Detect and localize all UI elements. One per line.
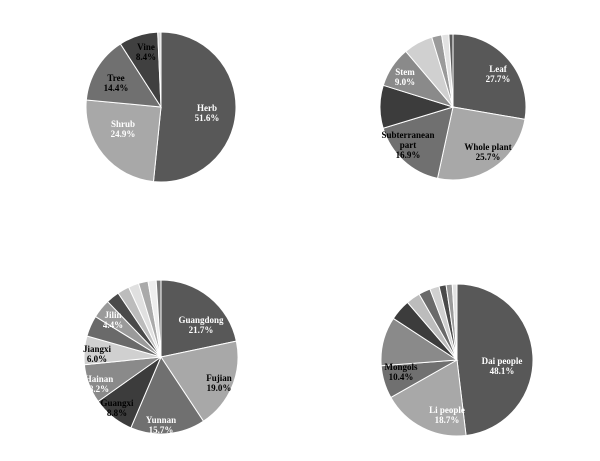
slice-label-jilin: Jilin 4.4% <box>103 310 123 330</box>
pie-slice-subterranean-part <box>382 106 454 179</box>
slice-category: Yunnan <box>146 415 176 425</box>
slice-category: Vine <box>137 42 155 52</box>
pie-slice-leaf <box>452 33 527 120</box>
slice-category: part <box>400 140 417 150</box>
pie-slice-whole-plant <box>436 106 526 181</box>
pie-slice-unlabeled <box>155 279 162 358</box>
slice-label-li-people: Li people 18.7% <box>429 405 465 425</box>
pie-slice-yunnan <box>130 355 205 435</box>
slice-percentage: 8.4% <box>136 52 156 62</box>
slice-category: Fujian <box>206 373 232 383</box>
slice-label-tree: Tree 14.4% <box>104 73 129 93</box>
slice-percentage: 9.0% <box>395 77 415 87</box>
slice-percentage: 4.4% <box>103 320 123 330</box>
pie-chart-1: Herb 51.6% Shrub 24.9% Tree 14.4% Vine 8.4% <box>85 31 237 183</box>
slice-label-mongols: Mongols 10.4% <box>384 362 418 382</box>
slice-label-shrub: Shrub 24.9% <box>111 119 136 139</box>
pie-slice-li-people <box>390 359 467 437</box>
pie-slice-tree <box>85 43 162 108</box>
slice-category: Li people <box>429 405 465 415</box>
pie-chart-2: Leaf 27.7% Whole plant 25.7% Subterranean par… <box>379 33 527 181</box>
pie-slice-unlabeled <box>448 33 454 108</box>
pie-slice-guangdong <box>160 279 237 358</box>
pie-slice-herb <box>152 31 237 183</box>
slice-label-whole-plant: Whole plant 25.7% <box>464 142 511 162</box>
slice-percentage: 8.2% <box>89 384 109 394</box>
slice-label-fujian: Fujian 19.0% <box>206 373 232 393</box>
slice-percentage: 14.4% <box>104 83 129 93</box>
slice-label-leaf: Leaf 27.7% <box>486 64 511 84</box>
slice-percentage: 10.4% <box>389 372 414 382</box>
slice-category: Jiangxi <box>83 344 112 354</box>
slice-label-yunnan: Yunnan 15.7% <box>146 415 176 435</box>
slice-label-herb: Herb 51.6% <box>195 103 220 123</box>
slice-category: Whole plant <box>464 142 511 152</box>
slice-category: Mongols <box>384 362 418 372</box>
slice-label-jiangxi: Jiangxi 6.0% <box>83 344 112 364</box>
slice-category: Shrub <box>111 119 135 129</box>
slice-category: Subterranean <box>381 130 434 140</box>
slice-percentage: 48.1% <box>490 366 515 376</box>
slice-category: Hainan <box>85 374 114 384</box>
slice-percentage: 18.7% <box>435 415 460 425</box>
pie-chart-3: Guangdong 21.7% Fujian 19.0% Yunnan 15.7% Guan… <box>83 279 239 435</box>
slice-category: Guangdong <box>178 315 224 325</box>
slice-label-dai-people: Dai people 48.1% <box>482 356 523 376</box>
slice-category: Leaf <box>489 64 507 74</box>
slice-percentage: 19.0% <box>207 383 232 393</box>
slice-label-hainan: Hainan 8.2% <box>85 374 114 394</box>
slice-label-guangxi: Guangxi 8.8% <box>100 398 134 418</box>
slice-percentage: 25.7% <box>476 152 501 162</box>
pie-slice-shrub <box>85 99 162 183</box>
slice-category: Dai people <box>482 356 523 366</box>
slice-percentage: 16.9% <box>396 150 421 160</box>
slice-percentage: 21.7% <box>189 325 214 335</box>
pie-slice-dai-people <box>456 283 534 437</box>
slice-percentage: 8.8% <box>107 408 127 418</box>
slice-label-subterranean-part: Subterranean part 16.9% <box>381 130 434 160</box>
slice-category: Tree <box>107 73 124 83</box>
slice-percentage: 15.7% <box>149 425 174 435</box>
slice-percentage: 51.6% <box>195 113 220 123</box>
slice-percentage: 6.0% <box>87 354 107 364</box>
slice-category: Stem <box>395 67 415 77</box>
slice-label-guangdong: Guangdong 21.7% <box>178 315 224 335</box>
slice-category: Guangxi <box>100 398 134 408</box>
pie-slice-unlabeled <box>157 31 162 108</box>
slice-percentage: 27.7% <box>486 74 511 84</box>
pie-slice-unlabeled <box>451 283 458 361</box>
slice-label-stem: Stem 9.0% <box>395 67 415 87</box>
slice-category: Herb <box>197 103 217 113</box>
slice-category: Jilin <box>104 310 121 320</box>
slice-percentage: 24.9% <box>111 129 136 139</box>
pie-slice-fujian <box>160 340 239 422</box>
pie-chart-4: Dai people 48.1% Li people 18.7% Mongols 10.4… <box>380 283 534 437</box>
slice-label-vine: Vine 8.4% <box>136 42 156 62</box>
